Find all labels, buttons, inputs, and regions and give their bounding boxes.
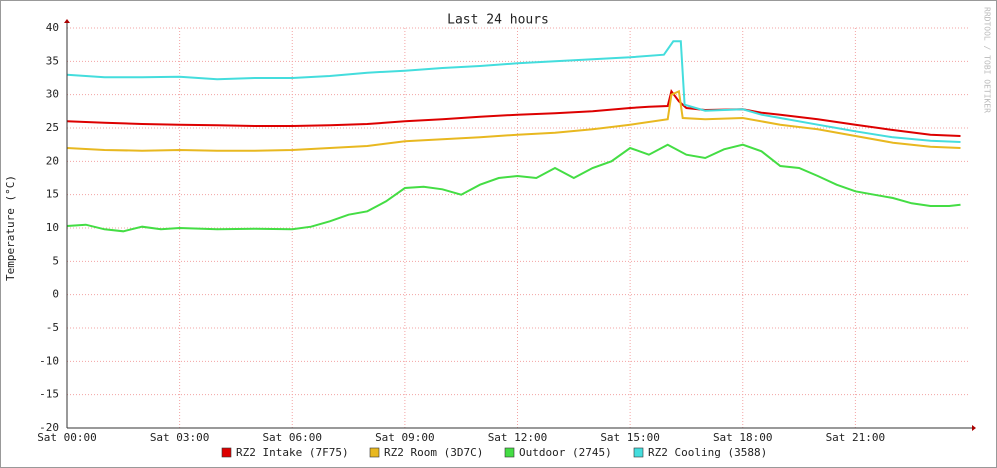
y-tick-label: 15 (46, 188, 59, 201)
y-tick-label: -20 (39, 421, 59, 434)
x-tick-label: Sat 21:00 (826, 431, 886, 444)
y-tick-label: -5 (46, 321, 59, 334)
y-tick-label: -10 (39, 354, 59, 367)
series-line (66, 89, 961, 152)
y-tick-label: 0 (52, 288, 59, 301)
chart-title: Last 24 hours (447, 13, 549, 28)
lines (66, 40, 961, 233)
x-tick-label: Sat 18:00 (713, 431, 773, 444)
watermark: RRDTOOL / TOBI OETIKER (983, 7, 992, 113)
x-tick-label: Sat 15:00 (600, 431, 660, 444)
legend-label: RZ2 Intake (7F75) (236, 446, 349, 459)
x-tick-label: Sat 03:00 (150, 431, 210, 444)
series-line (66, 89, 961, 137)
x-arrow (972, 425, 976, 431)
series-line (66, 40, 961, 143)
y-arrow (64, 19, 70, 23)
legend-label: RZ2 Room (3D7C) (384, 446, 483, 459)
x-tick-label: Sat 09:00 (375, 431, 435, 444)
x-tick-label: Sat 06:00 (262, 431, 322, 444)
legend-swatch (633, 447, 644, 458)
y-axis-label: Temperature (°C) (4, 175, 17, 281)
legend-swatch (221, 447, 232, 458)
series-line (66, 143, 961, 233)
y-tick-label: 5 (52, 254, 59, 267)
legend-swatch (504, 447, 515, 458)
legend-label: Outdoor (2745) (519, 446, 612, 459)
x-tick-label: Sat 12:00 (488, 431, 548, 444)
y-tick-label: 40 (46, 21, 59, 34)
y-tick-label: 35 (46, 54, 59, 67)
legend-swatch (369, 447, 380, 458)
y-tick-label: 10 (46, 221, 59, 234)
y-tick-label: -15 (39, 388, 59, 401)
y-tick-label: 20 (46, 154, 59, 167)
y-tick-label: 30 (46, 88, 59, 101)
y-tick-label: 25 (46, 121, 59, 134)
x-tick-label: Sat 00:00 (37, 431, 97, 444)
legend: RZ2 Intake (7F75) RZ2 Room (3D7C) Outdoor … (221, 446, 767, 459)
legend-label: RZ2 Cooling (3588) (648, 446, 767, 459)
